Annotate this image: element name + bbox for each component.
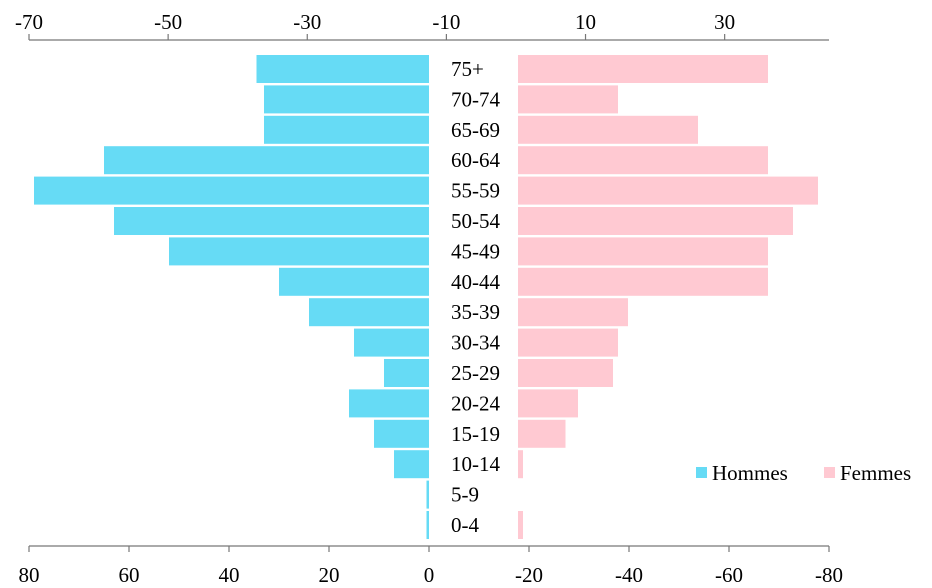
category-label-60-64: 60-64: [451, 148, 500, 172]
bottom-tick-label: -60: [715, 563, 743, 587]
category-labels: 75+ 70-74 65-69 60-64 55-59 50-54 45-49 40-44 35…: [451, 57, 500, 537]
bar-femmes-60-64: [518, 146, 768, 175]
top-tick-label: 30: [714, 10, 735, 34]
bar-femmes-0-4: [518, 511, 523, 539]
bottom-tick-label: 0: [424, 563, 435, 587]
category-label-25-29: 25-29: [451, 361, 500, 385]
bar-femmes-15-19: [518, 419, 566, 448]
category-label-20-24: 20-24: [451, 391, 500, 415]
bar-hommes-35-39: [309, 298, 429, 327]
bar-hommes-10-14: [394, 450, 429, 479]
bottom-tick-label: -40: [615, 563, 643, 587]
bottom-tick-label: 60: [119, 563, 140, 587]
bottom-tick-label: -20: [515, 563, 543, 587]
category-label-65-69: 65-69: [451, 118, 500, 142]
bar-hommes-0-4: [426, 511, 429, 539]
legend-swatch-hommes: [696, 467, 707, 478]
legend-swatch-femmes: [824, 467, 835, 478]
category-label-10-14: 10-14: [451, 452, 500, 476]
category-label-45-49: 45-49: [451, 239, 500, 263]
category-label-55-59: 55-59: [451, 179, 500, 203]
bar-hommes-55-59: [34, 176, 429, 205]
bar-femmes-35-39: [518, 298, 628, 327]
bar-hommes-65-69: [264, 115, 429, 144]
bar-hommes-30-34: [354, 328, 429, 357]
bar-femmes-75+: [518, 55, 768, 83]
bottom-axis: 80 60 40 20 0 -20 -40 -60 -80: [19, 545, 843, 587]
bar-femmes-30-34: [518, 328, 618, 357]
bar-hommes-20-24: [349, 389, 429, 418]
bar-femmes-40-44: [518, 267, 768, 296]
top-axis: -70 -50 -30 -10 10 30: [15, 10, 829, 41]
top-tick-label: -10: [432, 10, 460, 34]
bar-hommes-40-44: [279, 267, 429, 296]
category-label-35-39: 35-39: [451, 300, 500, 324]
category-label-50-54: 50-54: [451, 209, 500, 233]
bar-hommes-70-74: [264, 85, 429, 114]
bottom-tick-label: 20: [319, 563, 340, 587]
legend-label-femmes: Femmes: [840, 461, 911, 485]
bar-hommes-75+: [256, 55, 429, 83]
bar-femmes-45-49: [518, 237, 768, 266]
bar-hommes-50-54: [114, 207, 429, 235]
bar-hommes-15-19: [374, 419, 429, 448]
top-tick-label: -50: [154, 10, 182, 34]
bar-femmes-65-69: [518, 115, 698, 144]
legend: Hommes Femmes: [696, 461, 911, 485]
category-label-70-74: 70-74: [451, 87, 500, 111]
bottom-tick-label: -80: [815, 563, 843, 587]
top-tick-label: 10: [575, 10, 596, 34]
bottom-tick-label: 80: [19, 563, 40, 587]
legend-label-hommes: Hommes: [712, 461, 788, 485]
category-label-15-19: 15-19: [451, 422, 500, 446]
bar-femmes-25-29: [518, 359, 613, 387]
top-tick-label: -30: [293, 10, 321, 34]
bar-hommes-5-9: [426, 480, 429, 509]
category-label-5-9: 5-9: [451, 483, 479, 507]
bar-hommes-60-64: [104, 146, 429, 175]
top-tick-label: -70: [15, 10, 43, 34]
bar-femmes-55-59: [518, 176, 818, 205]
bar-hommes-25-29: [384, 359, 429, 387]
bar-femmes-20-24: [518, 389, 578, 418]
bar-hommes-45-49: [169, 237, 429, 266]
bars-layer: [34, 55, 818, 539]
bar-femmes-50-54: [518, 207, 793, 235]
category-label-30-34: 30-34: [451, 331, 500, 355]
bar-femmes-70-74: [518, 85, 618, 114]
category-label-75+: 75+: [451, 57, 484, 81]
bar-femmes-10-14: [518, 450, 523, 479]
category-label-0-4: 0-4: [451, 513, 479, 537]
bottom-tick-label: 40: [219, 563, 240, 587]
category-label-40-44: 40-44: [451, 270, 500, 294]
